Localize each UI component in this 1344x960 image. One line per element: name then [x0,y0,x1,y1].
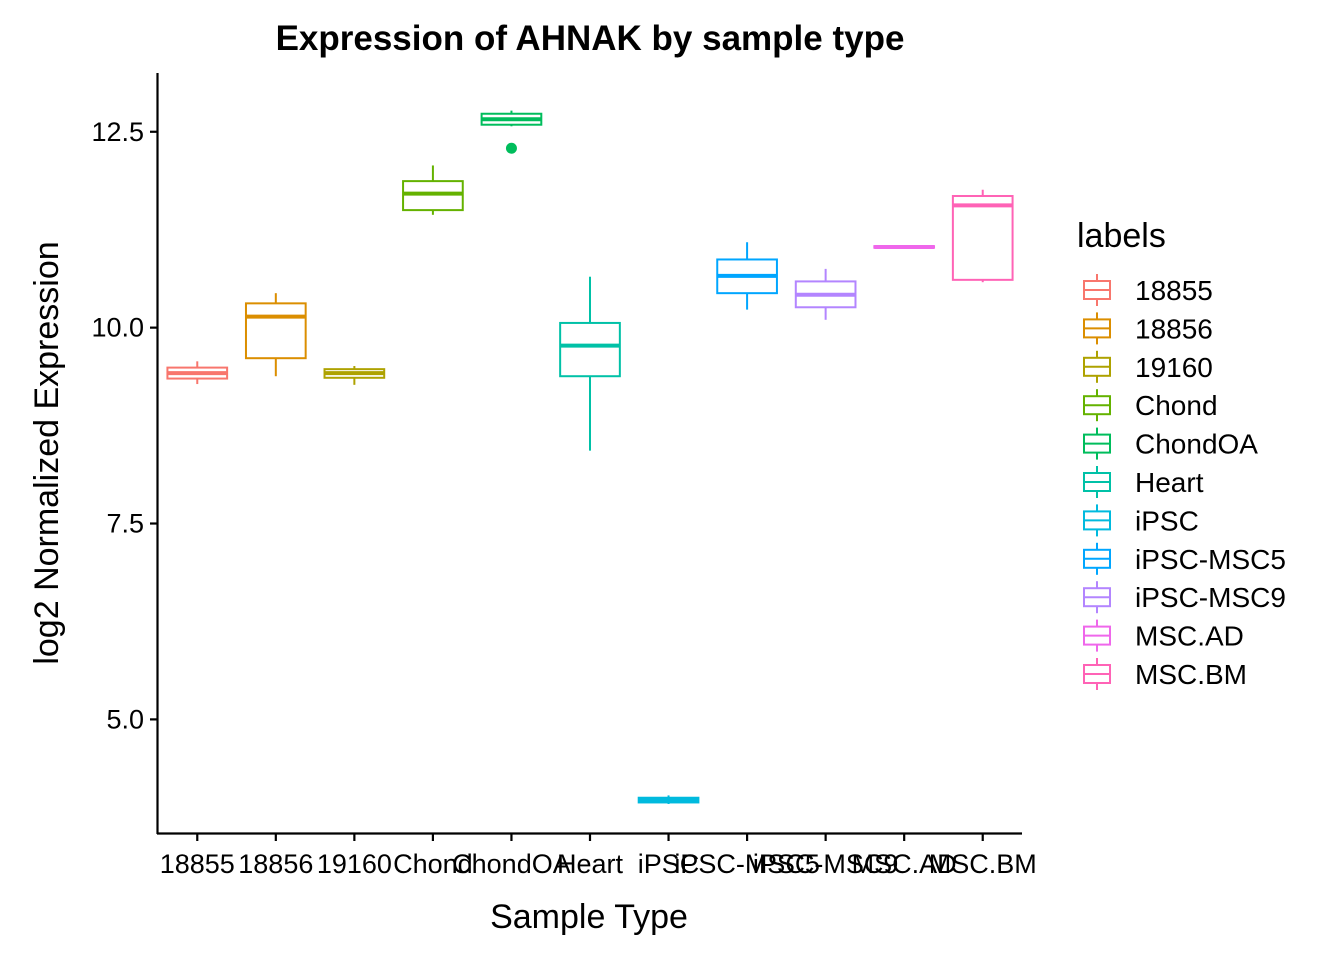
y-tick-label: 12.5 [91,117,144,147]
x-tick-label: 19160 [317,849,392,879]
legend-label: ChondOA [1135,429,1258,460]
box-body [244,302,307,360]
legend-item: MSC.AD [1083,619,1244,652]
legend-label: MSC.AD [1135,621,1244,652]
legend-item: Heart [1083,466,1204,498]
box-Chond [402,165,464,215]
box-iPSC-MSC9 [794,268,857,320]
box-19160 [323,366,386,385]
y-axis-title: log2 Normalized Expression [28,241,66,664]
legend-item: MSC.BM [1083,658,1247,690]
legend-item: Chond [1083,389,1218,422]
legend-label: Heart [1135,467,1204,498]
chart-title: Expression of AHNAK by sample type [276,19,905,58]
box-18856 [244,293,307,377]
legend-label: 18856 [1135,313,1213,344]
legend-item: iPSC [1083,504,1199,537]
legend-item: iPSC-MSC5 [1083,542,1286,575]
box-iPSC-MSC5 [716,242,778,310]
box-Heart [559,276,621,451]
box-MSC.BM [951,189,1014,283]
legend-label: iPSC-MSC5 [1135,544,1286,575]
legend-label: 18855 [1135,275,1213,306]
x-tick-label: iPSC [638,849,700,879]
plot-area [166,110,1014,805]
x-tick-label: MSC.AD [852,849,957,879]
x-axis-title: Sample Type [490,898,688,936]
legend-label: Chond [1135,390,1218,421]
legend-item: ChondOA [1083,427,1258,460]
legend-label: iPSC [1135,505,1199,536]
legend-item: 18855 [1083,274,1213,306]
x-tick-label: iPSC-MSC5 [674,849,820,879]
x-tick-label: 18856 [238,849,313,879]
x-tick-label: Chond [393,849,473,879]
legend-item: 19160 [1083,350,1213,383]
box-18855 [166,361,229,385]
x-tick-label: iPSC-MSC9 [753,849,899,879]
legend: labels 18855 18856 19160 Chond ChondOA Heart i… [1077,217,1286,690]
legend-title: labels [1077,217,1166,255]
box-body [951,195,1014,281]
x-tick-label: MSC.BM [929,849,1037,879]
box-body [559,321,621,378]
legend-item: 18856 [1083,312,1213,345]
y-tick-label: 10.0 [91,313,144,343]
legend-label: iPSC-MSC9 [1135,582,1286,613]
legend-label: 19160 [1135,352,1213,383]
box-ChondOA [480,110,543,154]
x-tick-label: 18855 [160,849,235,879]
x-tick-label: Heart [557,849,624,879]
y-tick-label: 5.0 [106,704,144,734]
legend-items: 18855 18856 19160 Chond ChondOA Heart iPSC iPSC… [1083,274,1286,690]
box-iPSC [637,795,700,805]
box-MSC.AD [873,244,936,249]
legend-label: MSC.BM [1135,659,1247,690]
y-axis-ticks: 5.0 7.5 10.0 12.5 [91,117,158,734]
x-tick-label: ChondOA [452,849,571,879]
outlier-point [505,142,517,154]
legend-item: iPSC-MSC9 [1083,581,1286,614]
y-tick-label: 7.5 [106,509,144,539]
